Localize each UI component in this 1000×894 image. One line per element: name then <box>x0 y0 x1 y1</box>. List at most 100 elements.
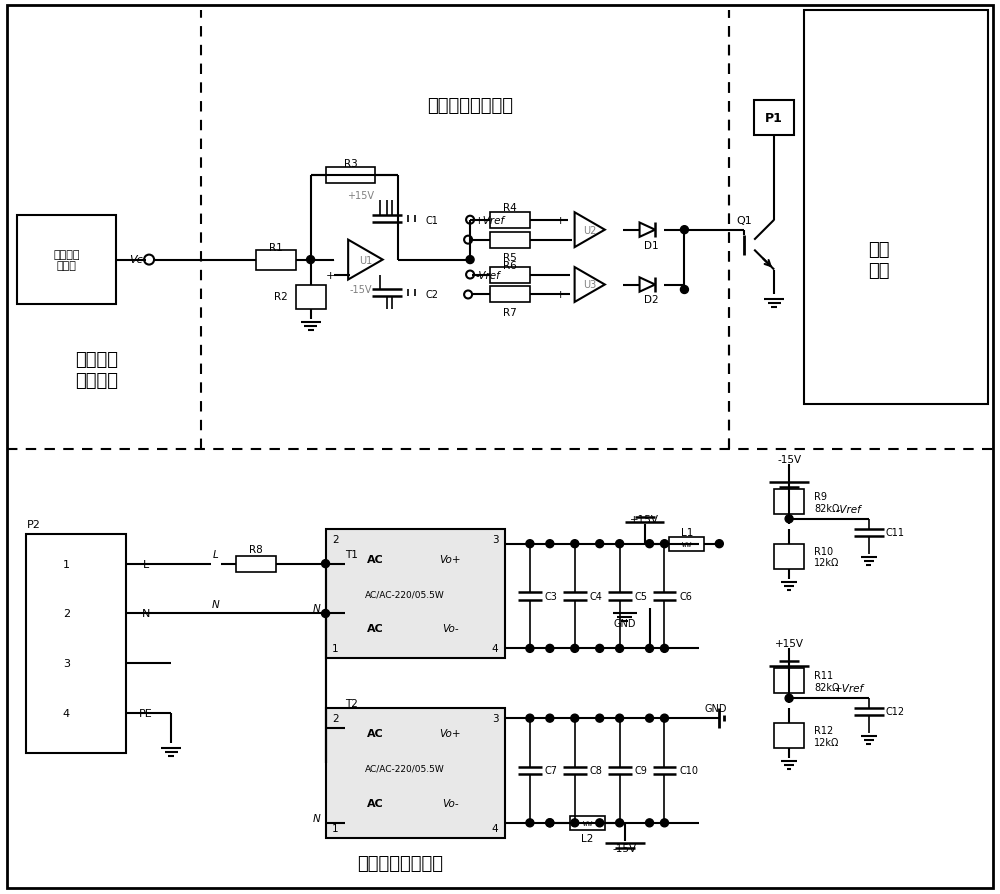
Circle shape <box>571 645 579 653</box>
Circle shape <box>661 645 668 653</box>
Circle shape <box>680 286 688 294</box>
Text: P2: P2 <box>26 519 40 529</box>
Text: -15V: -15V <box>777 454 801 465</box>
Text: 2: 2 <box>332 534 339 544</box>
Circle shape <box>526 819 534 827</box>
Bar <box>774 723 804 748</box>
Circle shape <box>526 645 534 653</box>
Text: GND: GND <box>613 619 636 628</box>
Bar <box>774 544 804 569</box>
Text: N: N <box>313 603 321 614</box>
Circle shape <box>526 714 534 722</box>
Text: L2: L2 <box>581 833 593 843</box>
Text: AC: AC <box>367 624 384 634</box>
Text: Q1: Q1 <box>736 215 752 225</box>
Text: 4: 4 <box>63 708 70 719</box>
Circle shape <box>661 540 668 548</box>
Text: PE: PE <box>139 708 153 719</box>
Circle shape <box>546 819 554 827</box>
Text: D1: D1 <box>644 240 659 250</box>
Text: L: L <box>213 549 219 559</box>
Text: AC: AC <box>367 729 384 738</box>
Bar <box>570 816 605 830</box>
Text: 1: 1 <box>332 822 339 833</box>
Text: AC: AC <box>367 554 384 564</box>
Text: R3: R3 <box>344 159 357 169</box>
Text: +Vref: +Vref <box>475 215 505 225</box>
Circle shape <box>715 540 723 548</box>
Text: P1: P1 <box>765 112 783 124</box>
Text: 3: 3 <box>63 659 70 669</box>
Text: C1: C1 <box>425 215 438 225</box>
Text: −: − <box>555 235 565 245</box>
Circle shape <box>661 819 668 827</box>
Text: -Vref: -Vref <box>837 504 861 514</box>
Text: 测试信号
输入模块: 测试信号 输入模块 <box>75 350 118 389</box>
Text: C10: C10 <box>679 765 698 776</box>
Text: U1: U1 <box>359 256 372 266</box>
Text: R5: R5 <box>503 252 517 262</box>
Circle shape <box>616 714 624 722</box>
Text: R8: R8 <box>249 544 263 554</box>
Bar <box>326 168 375 183</box>
Circle shape <box>571 714 579 722</box>
Bar <box>490 287 530 303</box>
Circle shape <box>785 515 793 523</box>
Text: −: − <box>326 256 335 266</box>
Text: 3: 3 <box>492 534 498 544</box>
Text: Vo-: Vo- <box>442 798 458 808</box>
Text: Vo-: Vo- <box>442 624 458 634</box>
Text: +15V: +15V <box>775 638 804 649</box>
Text: C9: C9 <box>635 765 647 776</box>
Circle shape <box>616 540 624 548</box>
Bar <box>326 529 505 659</box>
Text: Vc: Vc <box>129 254 143 265</box>
Circle shape <box>322 610 330 618</box>
Text: GND: GND <box>704 704 727 713</box>
Bar <box>490 213 530 229</box>
Text: L: L <box>143 559 149 569</box>
Text: T1: T1 <box>345 549 358 559</box>
Text: AC/AC-220/05.5W: AC/AC-220/05.5W <box>365 763 445 772</box>
Bar <box>326 708 505 838</box>
Text: T2: T2 <box>345 698 358 708</box>
Text: Vo+: Vo+ <box>439 554 461 564</box>
Circle shape <box>322 560 330 568</box>
Text: 3: 3 <box>492 713 498 723</box>
Text: C4: C4 <box>590 591 603 602</box>
Text: 开关
模块: 开关 模块 <box>868 240 890 280</box>
Bar <box>26 534 126 754</box>
Circle shape <box>616 645 624 653</box>
Circle shape <box>466 257 474 265</box>
Circle shape <box>596 645 604 653</box>
Text: -15V: -15V <box>613 843 637 853</box>
Bar <box>236 556 276 572</box>
Text: C11: C11 <box>886 527 905 537</box>
Text: 1: 1 <box>332 644 339 654</box>
Text: 2: 2 <box>332 713 339 723</box>
Polygon shape <box>348 240 383 280</box>
Circle shape <box>596 819 604 827</box>
Text: C12: C12 <box>886 706 905 716</box>
Text: D2: D2 <box>644 295 659 305</box>
Bar <box>669 537 704 551</box>
Text: AC: AC <box>367 798 384 808</box>
Text: 4: 4 <box>492 644 498 654</box>
Text: 1: 1 <box>63 559 70 569</box>
Text: R12
12kΩ: R12 12kΩ <box>814 726 839 747</box>
Text: U3: U3 <box>583 280 596 291</box>
Circle shape <box>546 645 554 653</box>
Text: R4: R4 <box>503 203 517 213</box>
Circle shape <box>646 819 654 827</box>
Circle shape <box>680 226 688 234</box>
Bar <box>774 669 804 694</box>
Bar <box>754 101 794 136</box>
Text: 霍尔电流
传感器: 霍尔电流 传感器 <box>53 249 80 271</box>
Circle shape <box>596 714 604 722</box>
Polygon shape <box>575 268 605 302</box>
Text: U2: U2 <box>583 225 596 235</box>
Text: C2: C2 <box>425 291 438 300</box>
Circle shape <box>646 540 654 548</box>
Circle shape <box>785 695 793 703</box>
Text: -Vref: -Vref <box>475 270 500 280</box>
